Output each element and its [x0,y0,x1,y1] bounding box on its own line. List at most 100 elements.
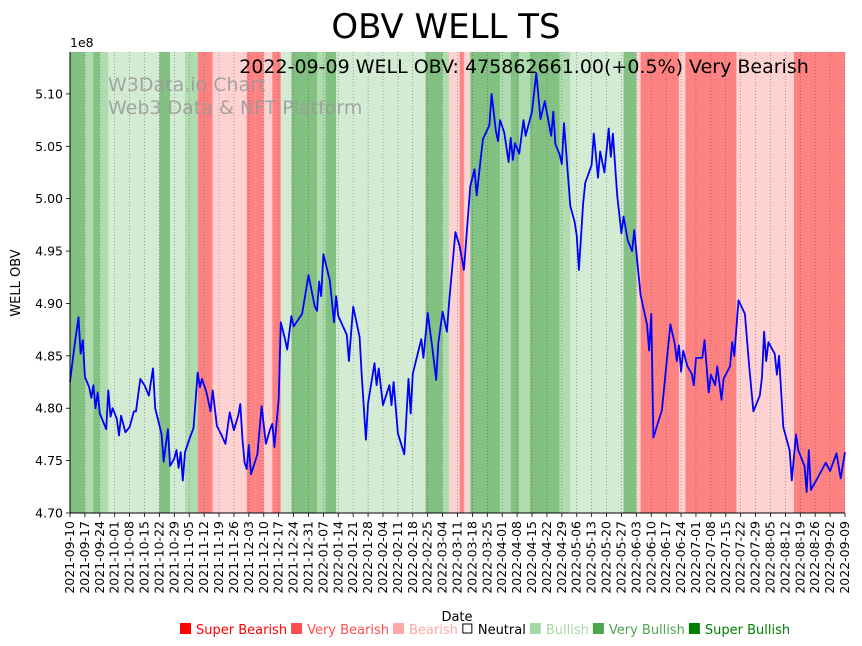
x-tick-label: 2022-07-01 [688,521,703,594]
x-tick-label: 2021-10-08 [122,521,137,594]
chart-title: OBV WELL TS [331,7,560,47]
y-axis-label: WELL OBV [9,249,24,316]
sentiment-band-bullish [84,52,94,513]
obv-line [69,72,846,493]
sentiment-band-very-bullish [623,52,637,513]
sentiment-band-bullish [442,52,449,513]
sentiment-band-very-bearish [793,52,809,513]
sentiment-band-neutral-bullish [570,52,624,513]
sentiment-band-very-bearish [197,52,213,513]
chart-subtitle: 2022-09-09 WELL OBV: 475862661.00(+0.5%)… [239,56,809,78]
x-axis-label: Date [441,610,472,625]
legend-label: Super Bearish [196,623,287,638]
x-tick-label: 2022-03-18 [464,521,479,594]
sentiment-band-very-bearish [255,52,264,513]
x-tick-label: 2022-06-24 [673,521,688,594]
watermark-line: Web3 Data & NFT Platform [108,97,362,119]
y-tick-label: 5.10 [35,86,63,101]
x-tick-label: 2022-02-18 [405,521,420,594]
sentiment-band-very-bullish [529,52,560,513]
x-tick-label: 2022-05-06 [569,521,584,594]
x-tick-label: 2022-08-19 [792,521,807,594]
x-tick-label: 2022-04-29 [554,521,569,594]
legend-swatch [291,623,303,634]
x-tick-label: 2022-04-22 [539,521,554,594]
sentiment-band-bearish [212,52,247,513]
y-tick-label: 4.95 [35,244,63,259]
sentiment-band-bullish [99,52,109,513]
legend-item-super-bullish: Super Bullish [688,623,790,638]
sentiment-band-bullish [559,52,571,513]
sentiment-band-very-bullish [93,52,100,513]
legend-swatch [462,623,473,634]
sentiment-band-bullish [519,52,530,513]
legend-item-bearish: Bearish [392,623,458,638]
x-tick-label: 2022-05-13 [584,521,599,594]
sentiment-band-bullish [500,52,511,513]
y-tick-label: 4.90 [35,296,63,311]
sentiment-band-very-bullish [291,52,317,513]
sentiment-band-bearish [448,52,460,513]
x-tick-label: 2022-07-29 [748,521,763,594]
x-tick-label: 2022-05-27 [613,521,628,594]
sentiment-band-neutral-bullish [336,52,426,513]
x-tick-label: 2021-09-17 [77,521,92,594]
sentiment-band-very-bearish [685,52,722,513]
x-tick-label: 2021-11-26 [226,521,241,594]
y-tick-label: 4.70 [35,506,63,521]
x-tick-label: 2022-06-03 [628,521,643,594]
legend-label: Bearish [409,623,458,638]
sentiment-band-neutral-bullish [170,52,185,513]
legend-swatch [392,623,404,634]
sentiment-band-very-bearish [808,52,820,513]
x-tick-label: 2022-07-22 [733,521,748,594]
sentiment-band-very-bearish [640,52,679,513]
y-tick-label: 5.05 [35,139,63,154]
x-tick-label: 2021-10-22 [151,521,166,594]
x-tick-label: 2022-08-12 [777,521,792,594]
sentiment-band-bearish [736,52,758,513]
x-tick-label: 2022-03-25 [479,521,494,594]
x-tick-label: 2021-12-10 [256,521,271,594]
legend-label: Super Bullish [705,623,790,638]
sentiment-band-bullish [184,52,198,513]
watermark-line: W3Data.io Chart [108,74,265,96]
x-tick-label: 2022-02-11 [390,521,405,594]
x-tick-label: 2021-09-10 [62,521,77,594]
x-tick-label: 2022-03-11 [450,521,465,594]
sentiment-bands [70,52,845,513]
legend-item-neutral: Neutral [462,623,526,638]
x-ticks: 2021-09-10 2021-09-17 2021-09-24 2021-10-01… [62,513,852,594]
x-tick-label: 2021-12-31 [300,521,315,594]
legend-item-very-bearish: Very Bearish [291,623,389,638]
x-tick-label: 2022-06-10 [643,521,658,594]
sentiment-band-very-bullish [510,52,520,513]
legend-item-super-bearish: Super Bearish [180,623,287,638]
sentiment-band-bearish [678,52,686,513]
x-tick-label: 2022-01-21 [345,521,360,594]
y-ticks: 4.70 4.75 4.80 4.85 4.90 4.95 5.00 5.05 5.10 [35,86,70,521]
legend-label: Very Bearish [307,623,389,638]
x-tick-label: 2021-10-15 [137,521,152,594]
y-tick-label: 5.00 [35,191,63,206]
y-tick-label: 4.85 [35,348,63,363]
x-tick-label: 2022-03-04 [435,521,450,594]
x-tick-label: 2022-04-01 [494,521,509,594]
sentiment-band-very-bearish [246,52,256,513]
y-offset-label: 1e8 [70,35,94,50]
sentiment-band-neutral-bullish [280,52,292,513]
x-tick-label: 2021-11-05 [181,521,196,594]
x-tick-label: 2022-04-08 [509,521,524,594]
x-tick-label: 2021-12-03 [241,521,256,594]
y-tick-label: 4.80 [35,401,63,416]
x-tick-label: 2021-10-29 [166,521,181,594]
x-tick-label: 2022-08-26 [807,521,822,594]
obv-series-line [69,72,846,493]
legend-swatch [180,623,191,634]
x-tick-label: 2021-09-24 [92,521,107,594]
x-tick-label: 2022-06-17 [658,521,673,594]
sentiment-band-very-bullish [425,52,443,513]
x-tick-label: 2022-02-25 [420,521,435,594]
